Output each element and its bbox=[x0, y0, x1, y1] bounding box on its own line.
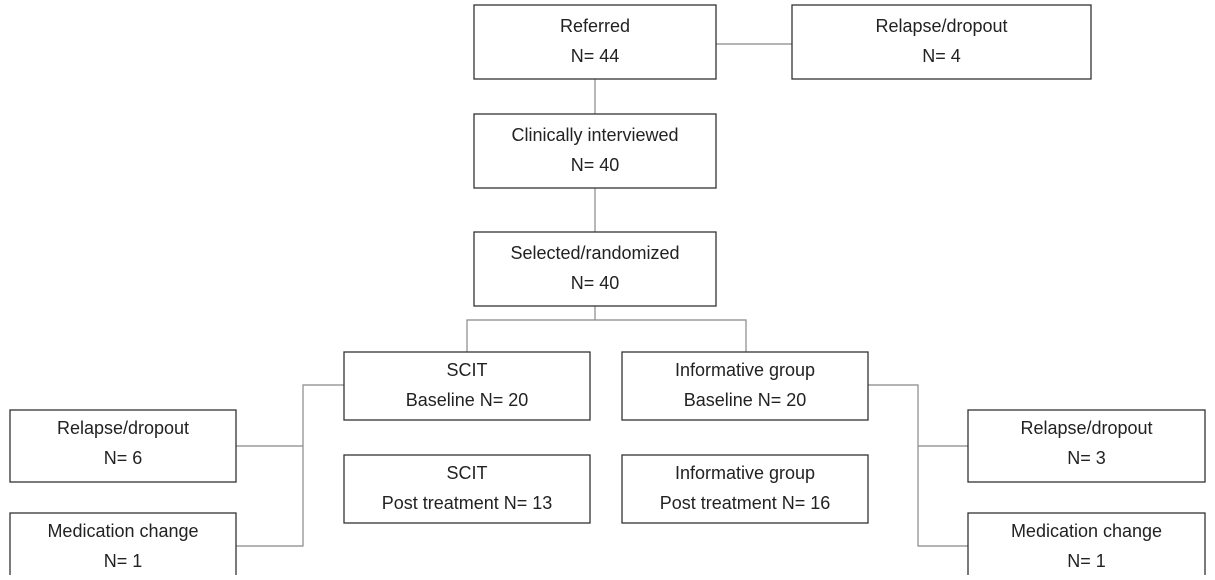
box-title: Referred bbox=[560, 16, 630, 36]
box-title: SCIT bbox=[446, 463, 487, 483]
box-count: N= 40 bbox=[571, 273, 620, 293]
flow-box bbox=[9, 512, 237, 580]
box-count: N= 6 bbox=[104, 448, 143, 468]
box-title: Relapse/dropout bbox=[875, 16, 1007, 36]
box-count: Post treatment N= 13 bbox=[382, 493, 553, 513]
box-title: Medication change bbox=[1011, 521, 1162, 541]
flow-box bbox=[343, 351, 591, 421]
flow-box bbox=[9, 409, 237, 483]
box-title: Informative group bbox=[675, 360, 815, 380]
box-title: Clinically interviewed bbox=[511, 125, 678, 145]
flow-box bbox=[473, 113, 717, 189]
flow-box bbox=[967, 409, 1206, 483]
box-title: SCIT bbox=[446, 360, 487, 380]
box-title: Medication change bbox=[47, 521, 198, 541]
flow-box bbox=[967, 512, 1206, 580]
box-count: N= 1 bbox=[1067, 551, 1106, 571]
box-count: N= 40 bbox=[571, 155, 620, 175]
connector bbox=[236, 384, 344, 547]
flow-box bbox=[473, 4, 717, 80]
flow-box bbox=[621, 454, 869, 524]
box-count: Baseline N= 20 bbox=[684, 390, 807, 410]
flow-box bbox=[621, 351, 869, 421]
flow-box bbox=[791, 4, 1092, 80]
box-title: Informative group bbox=[675, 463, 815, 483]
box-title: Relapse/dropout bbox=[57, 418, 189, 438]
box-title: Selected/randomized bbox=[510, 243, 679, 263]
box-count: N= 1 bbox=[104, 551, 143, 571]
box-count: Post treatment N= 16 bbox=[660, 493, 831, 513]
flow-box bbox=[473, 231, 717, 307]
box-count: Baseline N= 20 bbox=[406, 390, 529, 410]
box-count: N= 3 bbox=[1067, 448, 1106, 468]
connectors bbox=[236, 43, 968, 547]
connector bbox=[868, 384, 968, 547]
flow-box bbox=[343, 454, 591, 524]
box-count: N= 4 bbox=[922, 46, 961, 66]
connector bbox=[466, 319, 747, 352]
box-count: N= 44 bbox=[571, 46, 620, 66]
box-title: Relapse/dropout bbox=[1020, 418, 1152, 438]
